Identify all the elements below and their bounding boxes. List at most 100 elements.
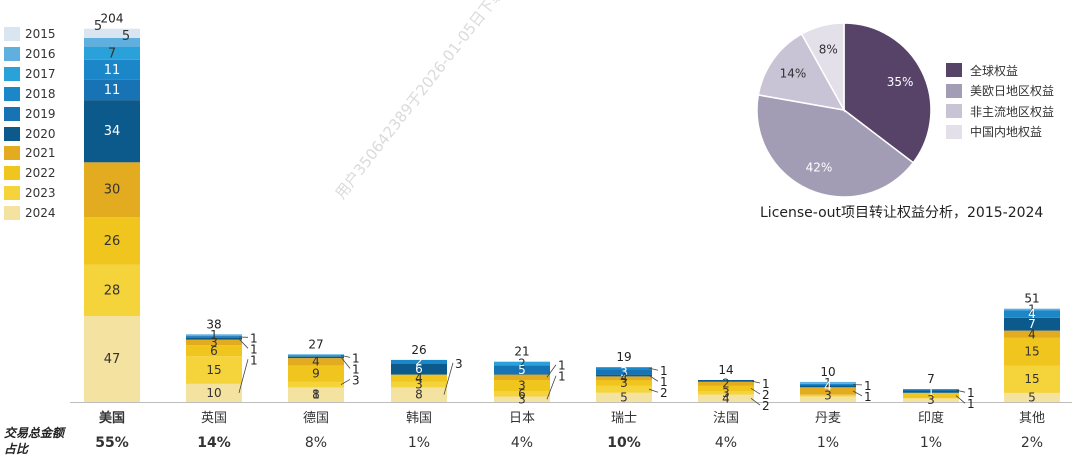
legend-item-2018: 2018 [4,86,56,102]
country-label-印度: 印度 [917,411,944,426]
bar-韩国-2020 [391,363,447,375]
segment-label-英国-5: 15 [206,363,221,377]
leader-line-日本-5 [546,375,557,400]
bar-德国-2023 [288,381,344,388]
segment-label-韩国-0: 2 [415,355,423,369]
segment-label-德国-3: 9 [312,367,320,381]
side-label-丹麦-1: 1 [864,379,872,393]
pie-legend-item-中国内地权益: 中国内地权益 [946,124,1080,140]
bar-英国-2021 [186,339,242,346]
country-label-丹麦: 丹麦 [814,411,841,426]
share-label-丹麦: 1% [816,435,840,451]
country-label-瑞士: 瑞士 [610,411,637,426]
bar-其他-2020 [1004,317,1060,331]
bar-其他-2016 [1004,308,1060,311]
leader-line-英国-2 [238,338,249,349]
share-label-美国: 55% [95,435,129,451]
leader-line-德国-4 [340,379,351,385]
pie-label-全球权益: 35% [887,75,914,89]
segment-label-其他-2: 7 [1028,317,1036,331]
country-label-英国: 英国 [200,411,227,426]
country-label-其他: 其他 [1018,411,1045,426]
bar-日本-2023 [494,391,550,397]
segment-label-韩国-1: 6 [415,362,423,376]
bar-美国-2024 [84,316,140,402]
leader-line-法国-4 [750,398,761,406]
bar-韩国-2024 [391,387,447,402]
segment-label-美国-4: 11 [104,83,121,98]
segment-label-韩国-2: 4 [415,371,423,385]
segment-label-德国-2: 4 [312,355,320,369]
pie-label-中国内地权益: 8% [819,42,838,56]
bar-日本-2022 [494,380,550,391]
legend-item-2015: 2015 [4,26,56,42]
segment-label-法国-3: 3 [722,386,730,400]
legend-swatch [4,66,20,81]
share-label-法国: 4% [714,435,738,451]
pie-legend-item-美欧日地区权益: 美欧日地区权益 [946,83,1080,99]
bar-瑞士-2020 [596,374,652,377]
legend-swatch [4,46,20,61]
segment-label-法国-1: 2 [722,377,730,391]
bar-美国-2015 [84,28,140,38]
segment-label-美国-9: 47 [104,352,121,367]
bar-丹麦-2020 [800,385,856,388]
share-label-其他: 2% [1020,435,1044,451]
legend-item-2023: 2023 [4,185,56,201]
bar-英国-2020 [186,337,242,340]
bar-美国-2023 [84,264,140,316]
segment-label-英国-3: 3 [210,336,218,350]
bar-美国-2018 [84,59,140,80]
segment-label-德国-5: 8 [312,388,320,402]
segment-label-美国-1: 5 [122,29,130,44]
legend-label: 2021 [25,146,56,161]
side-label-日本-5: 1 [558,370,566,384]
legend-swatch [4,86,20,101]
legend-item-2020: 2020 [4,126,56,142]
bar-法国-2023 [698,391,754,395]
bar-日本-2021 [494,374,550,380]
leader-line-德国-1 [340,356,351,369]
total-label-美国: 204 [101,12,124,26]
legend-label: 2022 [25,166,56,181]
total-label-瑞士: 19 [616,350,631,364]
segment-label-英国-6: 10 [206,386,221,400]
bar-丹麦-2023 [800,394,856,397]
bar-法国-2022 [698,385,754,391]
leader-line-日本-2 [546,364,557,378]
bar-美国-2019 [84,79,140,100]
pie-label-非主流地区权益: 14% [780,67,807,81]
legend-label: 2020 [25,126,56,141]
legend-item-2024: 2024 [4,205,56,221]
segment-label-其他-1: 4 [1028,307,1036,321]
segment-label-美国-5: 34 [104,124,121,139]
bar-法国-2021 [698,381,754,386]
bar-德国-2022 [288,365,344,382]
total-label-韩国: 26 [411,343,426,357]
legend-label: 2016 [25,46,56,61]
segment-label-丹麦-2: 4 [824,379,832,393]
pie-slice-非主流地区权益 [757,32,846,112]
total-label-印度: 7 [927,372,935,386]
bar-法国-2024 [698,394,754,402]
side-label-日本-2: 1 [558,359,566,373]
share-label-印度: 1% [919,435,943,451]
side-label-印度-0: 1 [967,386,975,400]
bar-丹麦-2018 [800,383,856,386]
side-label-法国-4: 2 [762,399,770,413]
bar-日本-2017 [494,361,550,366]
country-label-德国: 德国 [302,411,329,426]
leader-line-印度-2 [955,395,966,404]
bar-印度-2020 [903,391,959,393]
legend-swatch [4,27,20,41]
bar-丹麦-2016 [800,381,856,384]
share-label-德国: 8% [304,435,328,451]
segment-label-瑞士-6: 5 [620,390,628,404]
bar-瑞士-2022 [596,380,652,386]
legend-swatch [4,126,20,141]
segment-label-其他-3: 4 [1028,327,1036,341]
leader-line-丹麦-3 [852,390,863,397]
row-label-share: 占比 [4,442,29,456]
segment-label-美国-2: 7 [108,46,116,61]
segment-label-法国-5: 4 [722,391,730,405]
